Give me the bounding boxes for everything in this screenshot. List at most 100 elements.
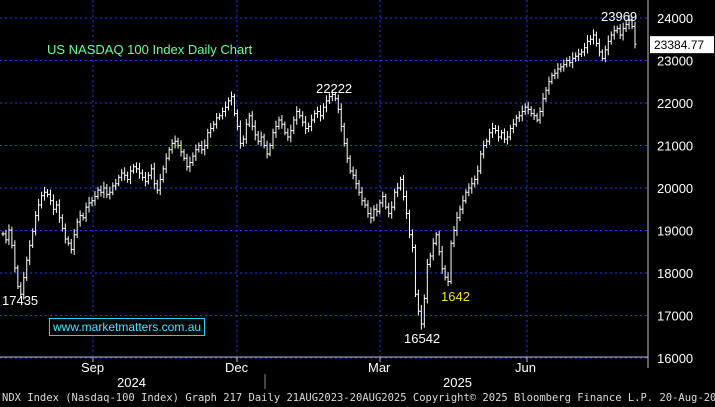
ohlc-bar: [375, 203, 379, 217]
ohlc-bar: [197, 142, 201, 153]
ohlc-bar: [618, 24, 622, 40]
ohlc-bar: [241, 135, 245, 147]
ohlc-bar: [591, 29, 595, 45]
ohlc-bar: [13, 240, 17, 273]
ohlc-bar: [135, 162, 139, 173]
ohlc-bar: [324, 95, 328, 113]
price-annotation: 1642: [441, 289, 470, 304]
ohlc-bar: [580, 48, 584, 57]
ohlc-bar: [491, 122, 495, 138]
ohlc-bar: [449, 240, 453, 285]
ohlc-bar: [75, 218, 79, 239]
ohlc-bar: [146, 172, 150, 185]
ohlc-bar: [25, 256, 29, 281]
ohlc-bar: [402, 175, 406, 201]
ohlc-bar: [597, 38, 601, 57]
ohlc-bar: [562, 59, 566, 72]
ohlc-bar: [140, 169, 144, 181]
ohlc-bar: [265, 140, 269, 159]
ohlc-bar: [262, 133, 266, 149]
ohlc-bar: [289, 124, 293, 143]
ohlc-bar: [574, 52, 578, 62]
x-tick-label: Jun: [515, 360, 536, 375]
ohlc-bar: [176, 137, 180, 149]
ohlc-bar: [155, 179, 159, 194]
ohlc-bar: [295, 106, 299, 125]
y-axis: 16000 17000 18000 19000 20000 21000 22000 23000…: [657, 11, 693, 366]
last-price-box: [650, 36, 714, 54]
ohlc-bar: [399, 176, 403, 191]
ohlc-bar: [111, 182, 115, 196]
ohlc-bar: [16, 265, 20, 290]
ohlc-bar: [54, 200, 58, 213]
ohlc-bar: [129, 165, 133, 185]
ohlc-bar: [93, 191, 97, 206]
ohlc-bar: [499, 129, 503, 140]
y-tick-label: 19000: [657, 224, 693, 239]
ohlc-bar: [473, 175, 477, 188]
ohlc-bar: [108, 186, 112, 200]
ohlc-bar: [348, 155, 352, 174]
ohlc-bar: [434, 232, 438, 246]
ohlc-bar: [630, 16, 634, 30]
ohlc-bar: [419, 305, 423, 330]
ohlc-bar: [316, 106, 320, 118]
ohlc-bar: [360, 186, 364, 206]
ohlc-bar: [621, 22, 625, 41]
ohlc-bar: [633, 21, 637, 49]
ohlc-bar: [4, 229, 8, 244]
chart-annotations: 23384.77 23969 22222 17435 16542 1642: [2, 9, 714, 346]
ohlc-bar: [550, 72, 554, 85]
ohlc-bar: [167, 147, 171, 161]
ohlc-bar: [209, 122, 213, 138]
bloomberg-footer: NDX Index (Nasdaq-100 Index) Graph 217 D…: [0, 389, 715, 407]
price-annotation: 22222: [316, 81, 352, 96]
ohlc-bar: [568, 55, 572, 67]
ohlc-bar: [161, 165, 165, 183]
y-tick-label: 18000: [657, 266, 693, 281]
ohlc-bar: [461, 195, 465, 215]
ohlc-bar: [7, 224, 11, 245]
ohlc-bar: [292, 116, 296, 134]
ohlc-bar: [583, 42, 587, 57]
ohlc-bar: [244, 118, 248, 144]
ohlc-bar: [218, 113, 222, 121]
ohlc-bar: [48, 189, 52, 206]
y-tick-label: 20000: [657, 181, 693, 196]
ohlc-bar: [443, 265, 447, 281]
ohlc-bar: [345, 138, 349, 163]
ohlc-bar: [452, 226, 456, 248]
ohlc-bar: [615, 25, 619, 34]
ohlc-bar: [330, 89, 334, 102]
ohlc-bar: [571, 52, 575, 69]
y-tick-label: 16000: [657, 351, 693, 366]
ohlc-bar: [425, 258, 429, 304]
ohlc-bar: [313, 110, 317, 123]
ohlc-bar: [606, 35, 610, 56]
ohlc-bar: [603, 45, 607, 63]
ohlc-bar: [78, 210, 82, 227]
ohlc-bar: [158, 173, 162, 196]
ohlc-bar: [529, 106, 533, 117]
ohlc-bar: [514, 114, 518, 127]
chart-title: US NASDAQ 100 Index Daily Chart: [47, 42, 253, 57]
ohlc-bar: [34, 211, 38, 236]
ohlc-bar: [488, 128, 492, 145]
ohlc-bar: [437, 230, 441, 256]
ohlc-bar: [407, 209, 411, 239]
ohlc-bar: [191, 152, 195, 166]
ohlc-bar: [600, 49, 604, 61]
ohlc-bar: [381, 191, 385, 208]
year-label: 2025: [443, 375, 472, 389]
ohlc-bar: [87, 196, 91, 213]
ohlc-bar: [624, 20, 628, 33]
ohlc-bar: [612, 25, 616, 40]
ohlc-bar: [40, 191, 44, 209]
ohlc-bar: [268, 142, 272, 157]
ohlc-bar: [90, 196, 94, 207]
ohlc-bar: [126, 171, 130, 183]
ohlc-bar: [200, 140, 204, 154]
ohlc-bar: [60, 214, 64, 232]
ohlc-bar: [588, 35, 592, 46]
ohlc-bar: [577, 48, 581, 62]
